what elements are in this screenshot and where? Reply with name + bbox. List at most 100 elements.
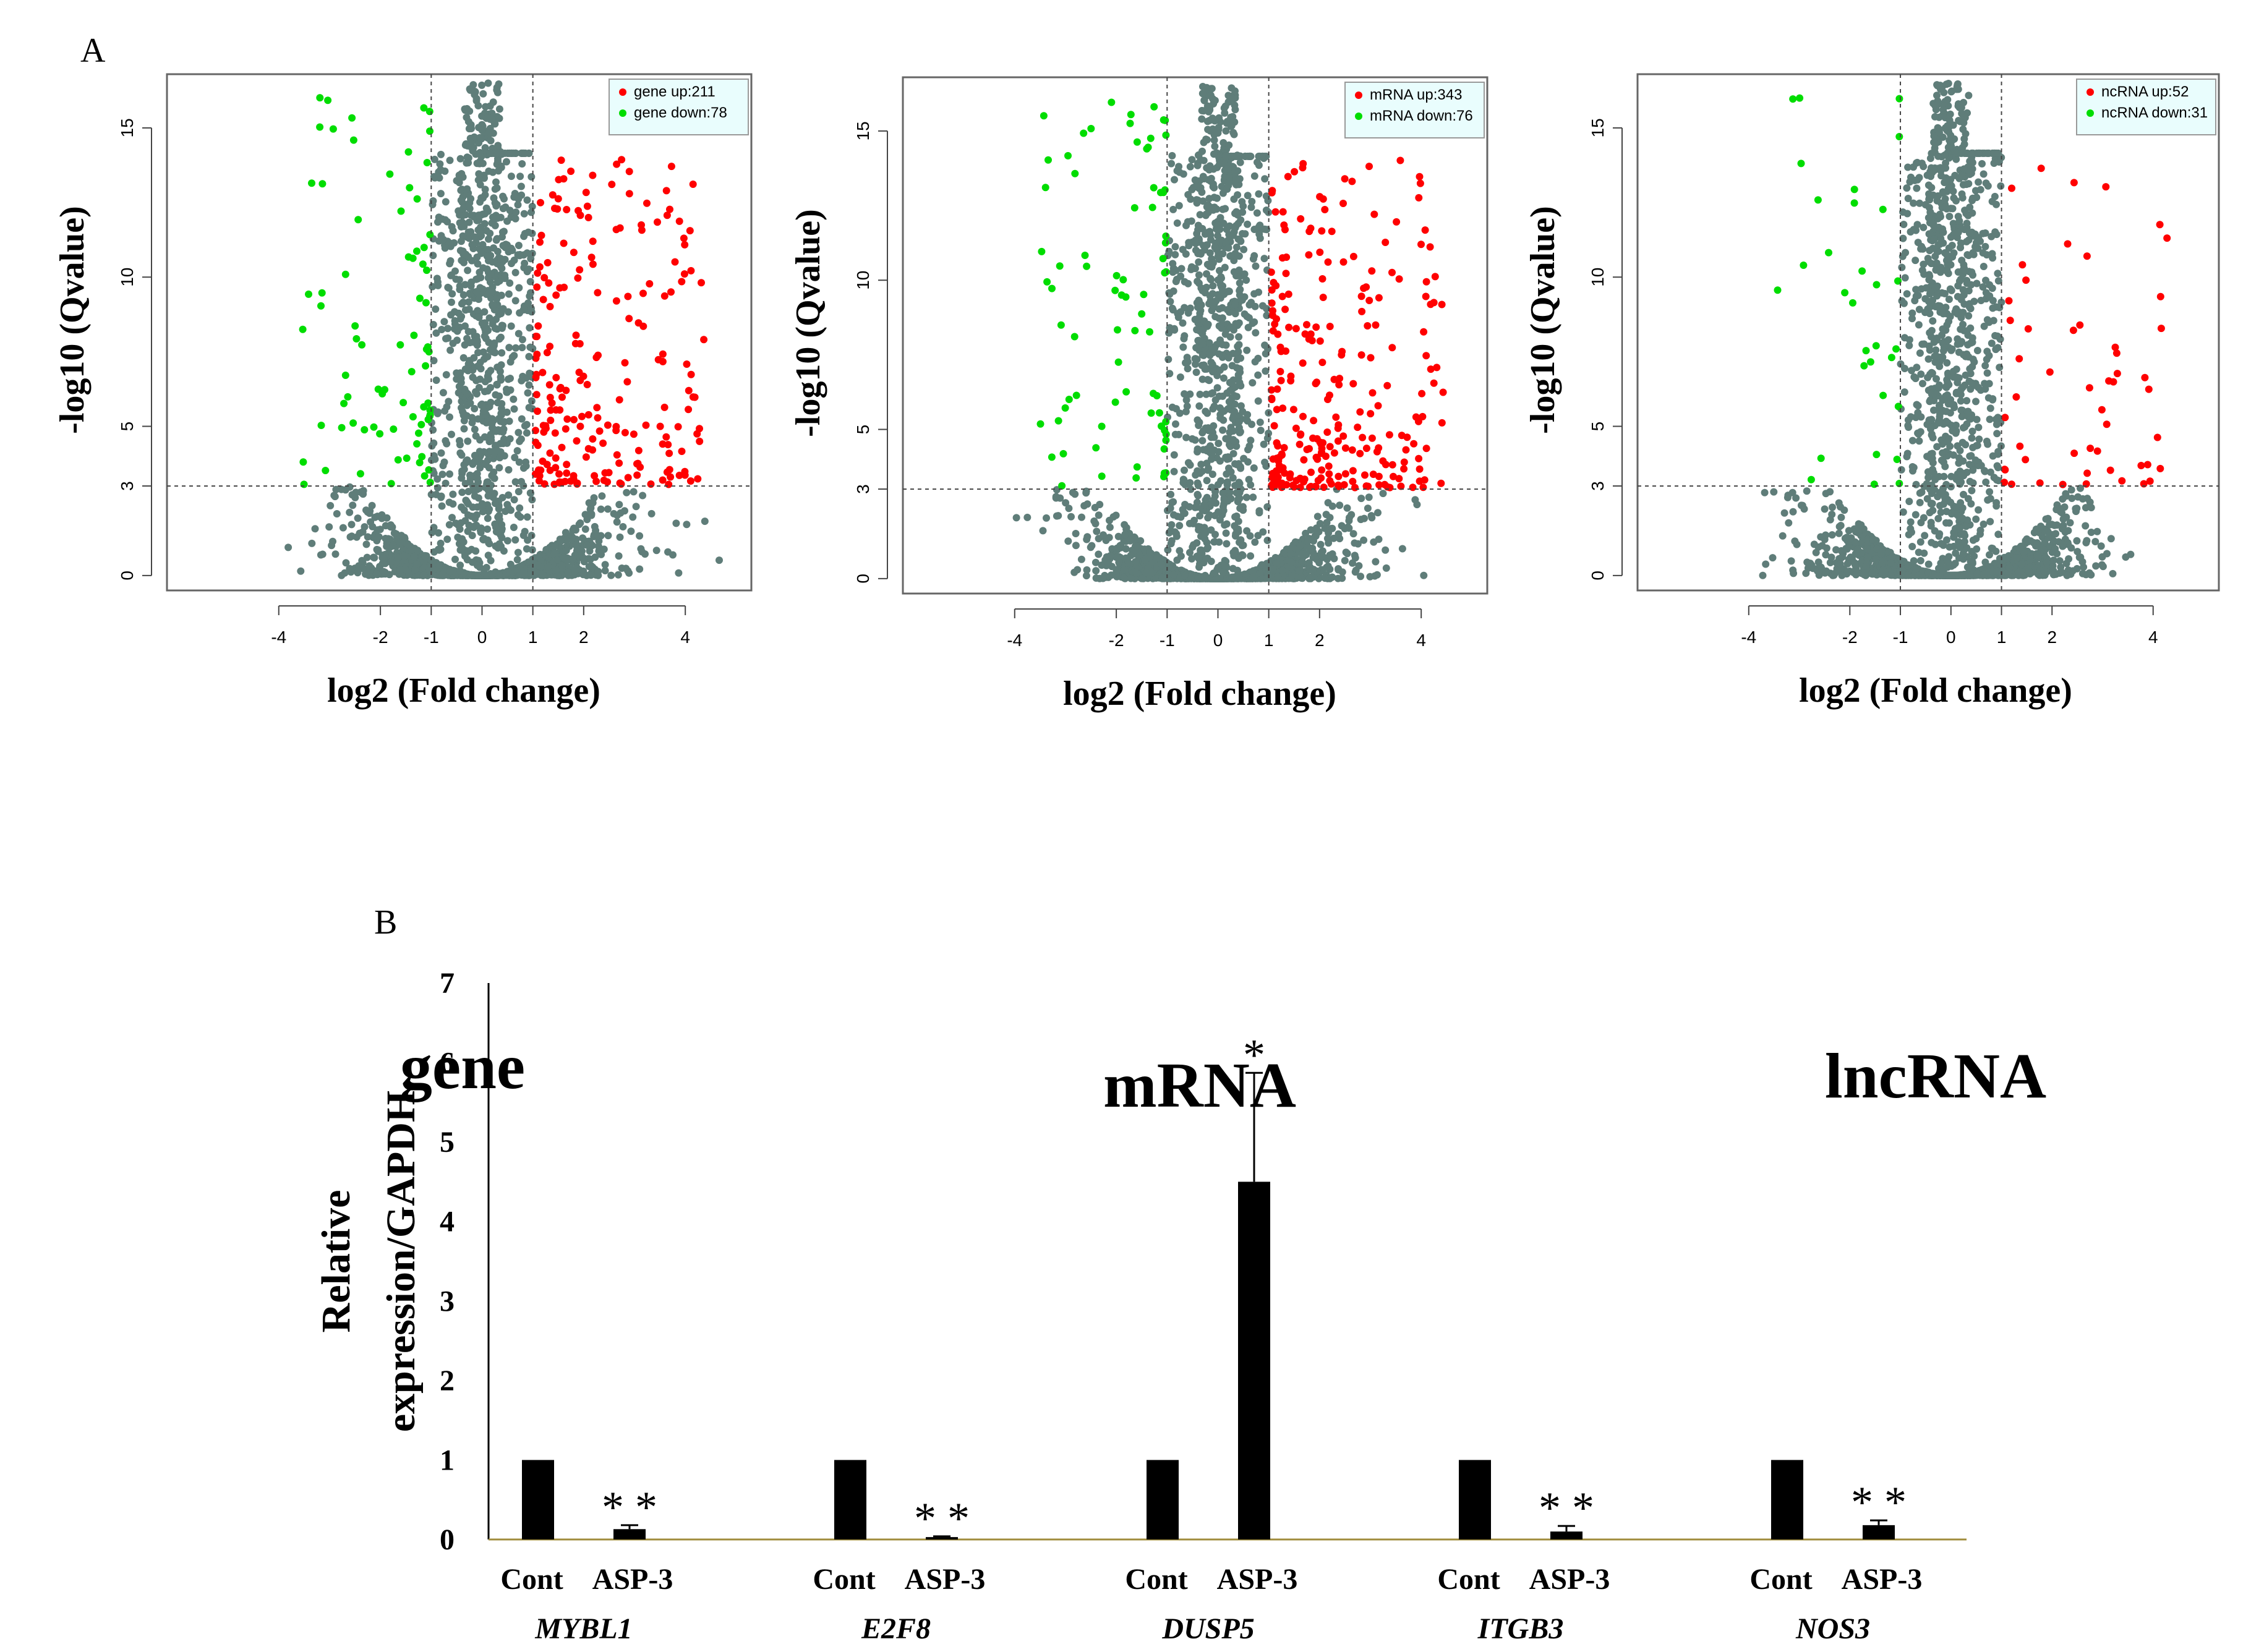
down-point xyxy=(399,399,408,407)
up-point xyxy=(660,403,668,411)
ns-point xyxy=(473,390,481,398)
ns-point xyxy=(1236,428,1244,436)
down-point xyxy=(329,125,337,133)
up-point xyxy=(638,226,646,234)
up-point xyxy=(634,446,643,454)
ns-point xyxy=(1093,527,1101,535)
up-point xyxy=(549,191,557,199)
ns-point xyxy=(528,173,536,181)
ns-point xyxy=(477,249,485,257)
ns-point xyxy=(1052,493,1060,501)
ns-point xyxy=(1221,109,1229,117)
ns-point xyxy=(474,102,482,109)
ns-point xyxy=(564,568,572,576)
ns-point xyxy=(515,488,523,496)
ns-point xyxy=(446,260,454,268)
ns-point xyxy=(475,211,483,219)
ns-point xyxy=(1228,122,1236,130)
ns-point xyxy=(1209,183,1217,190)
up-point xyxy=(545,381,553,389)
ns-point xyxy=(1242,493,1250,501)
ns-point xyxy=(1242,276,1250,284)
ns-point xyxy=(1176,373,1184,381)
down-point xyxy=(419,260,427,268)
ns-point xyxy=(493,149,501,157)
ns-point xyxy=(1121,530,1129,539)
ns-point xyxy=(1170,451,1178,459)
ns-point xyxy=(488,420,496,428)
ns-point xyxy=(615,501,623,509)
ns-point xyxy=(1127,574,1135,582)
ns-point xyxy=(1250,290,1258,298)
up-point xyxy=(615,396,623,404)
ns-point xyxy=(333,510,341,517)
ns-point xyxy=(1170,467,1178,475)
ns-point xyxy=(1092,567,1100,575)
ns-point xyxy=(518,160,526,168)
up-point xyxy=(563,469,571,477)
ns-point xyxy=(463,498,471,506)
up-point xyxy=(623,378,631,386)
ns-point xyxy=(457,223,465,231)
up-point xyxy=(618,156,626,164)
down-point xyxy=(317,422,325,429)
ns-point xyxy=(349,501,357,509)
ns-point xyxy=(308,539,316,547)
ns-point xyxy=(539,571,547,579)
ns-point xyxy=(1351,551,1359,560)
ns-point xyxy=(442,437,450,445)
ns-point xyxy=(1241,230,1249,238)
ns-point xyxy=(523,545,531,553)
ns-point xyxy=(613,518,621,526)
ns-point xyxy=(1243,346,1251,354)
ns-point xyxy=(587,562,595,570)
ns-point xyxy=(394,553,402,561)
ns-point xyxy=(1249,493,1257,501)
ns-point xyxy=(490,468,498,476)
ns-point xyxy=(471,425,479,433)
ns-point xyxy=(1244,220,1252,228)
ns-point xyxy=(1313,529,1322,537)
up-point xyxy=(675,217,683,225)
ns-point xyxy=(464,159,472,167)
ns-point xyxy=(1153,554,1161,562)
ns-point xyxy=(1181,390,1189,398)
ns-point xyxy=(1211,396,1219,404)
ns-point xyxy=(520,570,528,578)
ns-point xyxy=(1219,189,1227,197)
ns-point xyxy=(1196,310,1204,317)
ns-point xyxy=(647,509,656,517)
ns-point xyxy=(1216,266,1223,275)
up-point xyxy=(639,322,647,330)
ns-point xyxy=(434,278,442,286)
ns-point xyxy=(1367,512,1375,520)
ns-point xyxy=(455,276,463,284)
up-point xyxy=(563,206,571,213)
ns-point xyxy=(1250,172,1258,180)
up-point xyxy=(537,198,544,206)
ns-point xyxy=(523,513,531,521)
ns-point xyxy=(1250,252,1258,260)
x-tick-label: 0 xyxy=(477,628,487,647)
ns-point xyxy=(1064,537,1072,545)
ns-point xyxy=(1077,555,1085,563)
ns-point xyxy=(1169,498,1177,506)
up-point xyxy=(596,427,604,435)
ns-point xyxy=(459,291,468,299)
ns-point xyxy=(1230,195,1238,203)
ns-point xyxy=(1012,514,1020,522)
down-point xyxy=(420,244,428,252)
ns-point xyxy=(1338,568,1346,576)
ns-point xyxy=(444,283,452,291)
ns-point xyxy=(1313,513,1322,521)
up-point xyxy=(594,289,602,297)
up-points xyxy=(531,156,708,488)
ns-point xyxy=(364,533,372,541)
ns-point xyxy=(1195,271,1203,279)
ns-point xyxy=(447,271,455,279)
ns-point xyxy=(517,182,525,190)
ns-point xyxy=(476,563,484,571)
ns-point xyxy=(1256,234,1264,242)
ns-point xyxy=(1215,440,1223,448)
